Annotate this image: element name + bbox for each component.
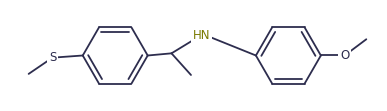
Text: S: S xyxy=(49,51,56,64)
Text: HN: HN xyxy=(192,29,210,42)
Text: O: O xyxy=(340,49,349,62)
